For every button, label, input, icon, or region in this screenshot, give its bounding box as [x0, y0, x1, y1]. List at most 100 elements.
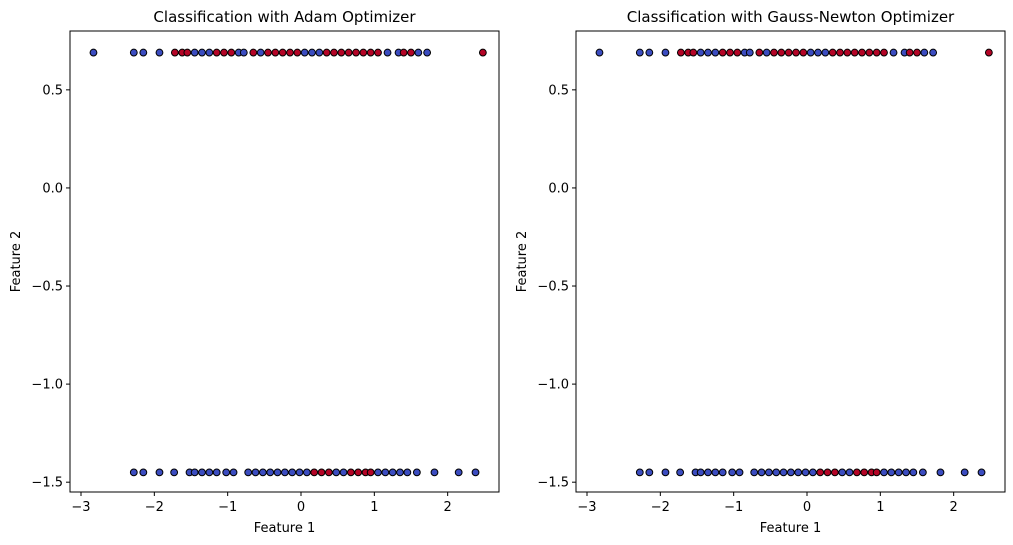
- y-tick-label: 0.0: [548, 181, 569, 196]
- data-point-class-0: [929, 48, 938, 57]
- data-point-class-0: [383, 48, 392, 57]
- data-point-class-0: [212, 468, 221, 477]
- data-point-class-0: [960, 468, 969, 477]
- y-axis-label: Feature 2: [9, 231, 24, 293]
- x-tick-label: −1: [724, 500, 743, 515]
- data-point-class-0: [801, 468, 810, 477]
- data-point-class-0: [936, 468, 945, 477]
- data-point-class-0: [764, 468, 773, 477]
- axis-ticks: −3 −2 −1 0 1 2 −1.5 −1.0 −0.5 0.0 0.5: [537, 83, 957, 515]
- data-point-class-1: [792, 48, 800, 57]
- axes-frame: [69, 30, 500, 493]
- x-tick-label: 2: [444, 500, 452, 515]
- data-point-class-1: [366, 48, 375, 57]
- data-point-class-0: [772, 468, 781, 477]
- data-point-class-0: [205, 48, 214, 57]
- data-point-class-1: [227, 48, 236, 57]
- data-point-class-0: [139, 468, 148, 477]
- chart-title: Classification with Gauss-Newton Optimiz…: [627, 8, 955, 26]
- data-point-class-0: [676, 468, 685, 477]
- data-point-class-0: [388, 468, 397, 477]
- data-point-class-1: [407, 48, 415, 57]
- data-point-class-0: [374, 468, 382, 477]
- y-tick-label: −1.0: [537, 378, 569, 393]
- data-point-class-0: [198, 48, 206, 57]
- x-tick-label: 0: [803, 500, 811, 515]
- chart-title: Classification with Adam Optimizer: [153, 8, 416, 26]
- data-point-class-0: [704, 48, 712, 57]
- data-point-class-0: [838, 468, 847, 477]
- data-point-class-0: [454, 468, 463, 477]
- y-tick-label: −0.5: [537, 280, 569, 295]
- subplot-gauss-newton: Classification with Gauss-Newton Optimiz…: [515, 8, 1006, 536]
- data-point-class-1: [843, 48, 852, 57]
- data-point-class-0: [273, 468, 282, 477]
- data-point-class-0: [661, 48, 670, 57]
- data-point-class-1: [828, 48, 837, 57]
- data-point-class-1: [399, 48, 408, 57]
- data-point-class-0: [266, 468, 275, 477]
- data-point-class-1: [278, 48, 287, 57]
- data-point-class-0: [918, 468, 927, 477]
- data-point-class-0: [750, 468, 759, 477]
- data-point-class-1: [346, 468, 355, 477]
- data-point-class-0: [414, 48, 423, 57]
- data-point-class-0: [339, 468, 348, 477]
- data-point-class-1: [858, 48, 866, 57]
- x-axis-label: Feature 1: [760, 521, 822, 536]
- data-point-class-0: [403, 468, 412, 477]
- data-point-class-0: [696, 468, 705, 477]
- plot-area: [595, 48, 993, 477]
- data-point-class-0: [794, 468, 803, 477]
- axis-ticks: −3 −2 −1 0 1 2 −1.5 −1.0 −0.5 0.0 0.5: [31, 83, 451, 515]
- data-point-class-0: [909, 468, 918, 477]
- data-point-class-0: [222, 468, 231, 477]
- data-point-class-1: [830, 468, 839, 477]
- data-point-class-0: [779, 468, 788, 477]
- data-point-class-1: [689, 48, 698, 57]
- data-point-class-0: [300, 48, 309, 57]
- data-point-class-0: [880, 468, 888, 477]
- data-point-class-1: [770, 48, 778, 57]
- data-point-class-1: [183, 48, 192, 57]
- data-point-class-0: [728, 468, 737, 477]
- x-tick-label: 1: [370, 500, 378, 515]
- data-point-class-0: [635, 48, 644, 57]
- data-point-class-0: [745, 48, 754, 57]
- data-point-class-1: [354, 468, 363, 477]
- data-point-class-1: [784, 48, 793, 57]
- data-point-class-1: [872, 468, 881, 477]
- x-tick-label: −1: [218, 500, 237, 515]
- data-point-class-0: [786, 468, 795, 477]
- data-point-class-0: [762, 48, 771, 57]
- data-point-class-1: [310, 468, 319, 477]
- y-tick-label: −1.5: [31, 476, 63, 491]
- data-point-class-1: [366, 468, 375, 477]
- data-point-class-1: [676, 48, 685, 57]
- data-point-class-0: [129, 468, 138, 477]
- data-point-class-0: [718, 468, 727, 477]
- data-point-class-0: [645, 48, 654, 57]
- data-point-class-0: [894, 468, 903, 477]
- y-tick-label: 0.5: [42, 83, 63, 98]
- data-point-class-1: [913, 48, 921, 57]
- data-point-class-0: [251, 468, 260, 477]
- data-point-class-1: [860, 468, 869, 477]
- data-point-class-0: [332, 468, 341, 477]
- data-point-class-0: [661, 468, 670, 477]
- data-point-class-0: [155, 468, 164, 477]
- x-tick-label: −3: [577, 500, 596, 515]
- data-point-class-0: [711, 48, 720, 57]
- data-point-class-0: [645, 468, 654, 477]
- data-point-class-0: [381, 468, 390, 477]
- data-point-class-0: [423, 48, 432, 57]
- plot-area: [89, 48, 487, 477]
- data-point-class-0: [244, 468, 253, 477]
- data-point-class-1: [322, 48, 331, 57]
- data-point-class-0: [258, 468, 267, 477]
- data-point-class-0: [757, 468, 766, 477]
- data-point-class-0: [821, 48, 830, 57]
- y-tick-label: −1.0: [31, 378, 63, 393]
- data-point-class-1: [733, 48, 742, 57]
- data-point-class-1: [337, 48, 346, 57]
